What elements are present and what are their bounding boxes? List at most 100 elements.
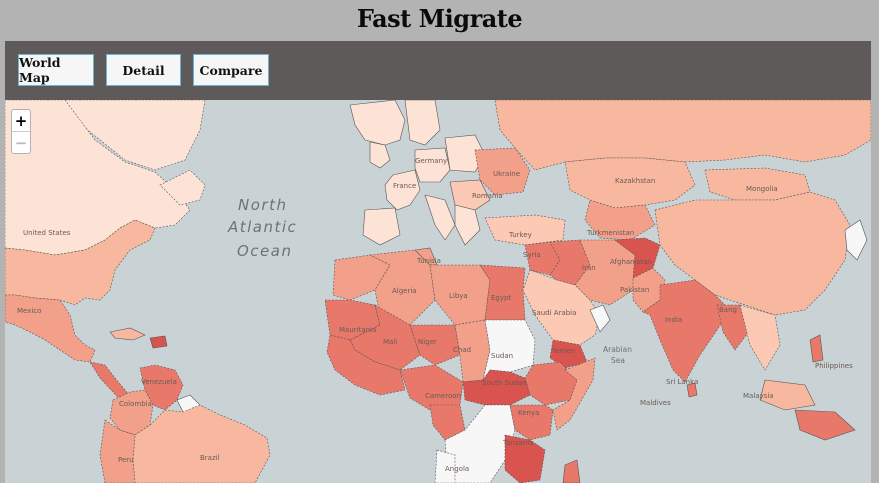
country-saudi-arabia[interactable] [522, 269, 601, 346]
country-west-africa[interactable] [326, 334, 406, 396]
country-balkans[interactable] [454, 204, 481, 246]
greenland[interactable] [64, 100, 206, 171]
label-kenya: Kenya [518, 409, 539, 417]
label-syria: Syria [523, 251, 541, 259]
country-haiti[interactable] [149, 335, 168, 349]
country-angola[interactable] [434, 449, 456, 483]
label-iran: Iran [582, 264, 596, 272]
label-cameroon: Cameroon [425, 392, 461, 400]
label-yemen: Yemen [551, 347, 575, 355]
label-mongolia: Mongolia [746, 185, 778, 193]
ocean-label-north: North [238, 196, 287, 214]
sea-label-sea: Sea [611, 356, 625, 365]
label-mexico: Mexico [17, 307, 41, 315]
detail-button[interactable]: Detail [106, 54, 181, 86]
country-peru[interactable] [99, 419, 136, 483]
ocean-label-ocean: Ocean [237, 242, 292, 260]
country-india[interactable] [642, 279, 731, 383]
label-saudi-arabia: Saudi Arabia [532, 309, 576, 317]
map-canvas[interactable]: North Atlantic Ocean Arabian Sea United … [5, 100, 871, 483]
country-russia[interactable] [494, 100, 871, 171]
country-somalia[interactable] [552, 357, 596, 431]
label-colombia: Colombia [119, 400, 152, 408]
zoom-divider [12, 131, 30, 132]
label-malaysia: Malaysia [743, 392, 774, 400]
ocean-label-atlantic: Atlantic [227, 218, 297, 236]
country-china[interactable] [654, 191, 851, 316]
country-kenya[interactable] [509, 404, 554, 441]
country-niger[interactable] [409, 324, 461, 366]
label-venezuela: Venezuela [141, 378, 177, 386]
country-malaysia[interactable] [759, 379, 816, 411]
country-egypt[interactable] [479, 264, 526, 321]
label-peru: Peru [118, 456, 134, 464]
label-mauritania: Mauritania [339, 326, 376, 334]
country-philippines[interactable] [809, 334, 824, 363]
country-romania[interactable] [449, 179, 491, 211]
country-turkmenistan[interactable] [584, 199, 656, 241]
label-sudan: Sudan [491, 352, 513, 360]
country-spain[interactable] [362, 207, 401, 246]
country-mexico[interactable] [5, 294, 96, 363]
country-yemen[interactable] [549, 339, 588, 369]
country-finland[interactable] [404, 100, 441, 146]
label-turkmenistan: Turkmenistan [586, 229, 634, 237]
country-madagascar[interactable] [562, 459, 581, 483]
country-canada-east[interactable] [159, 169, 206, 206]
country-germany[interactable] [414, 147, 451, 183]
label-ukraine: Ukraine [493, 170, 520, 178]
label-sri-lanka: Sri Lanka [666, 378, 698, 386]
country-italy[interactable] [424, 194, 456, 241]
country-kazakhstan[interactable] [564, 157, 696, 209]
label-afghanistan: Afghanistan [610, 258, 652, 266]
sea-label-arabian: Arabian [603, 345, 632, 354]
nav-toolbar: World Map Detail Compare [5, 41, 871, 100]
country-united-states[interactable] [5, 219, 156, 306]
label-kazakhstan: Kazakhstan [615, 177, 655, 185]
country-tanzania[interactable] [504, 434, 546, 483]
zoom-out-button[interactable]: − [14, 133, 28, 152]
country-france[interactable] [384, 169, 421, 211]
zoom-control: + − [11, 109, 31, 154]
country-indonesia[interactable] [794, 409, 856, 441]
compare-button[interactable]: Compare [193, 54, 269, 86]
world-map[interactable]: North Atlantic Ocean Arabian Sea United … [5, 100, 871, 483]
label-maldives: Maldives [640, 399, 671, 407]
label-bangladesh: Bang [719, 306, 737, 314]
label-romania: Romania [472, 192, 503, 200]
world-map-button[interactable]: World Map [18, 54, 94, 86]
label-algeria: Algeria [392, 287, 417, 295]
country-ethiopia[interactable] [524, 361, 578, 406]
label-mali: Mali [383, 338, 397, 346]
label-libya: Libya [449, 292, 468, 300]
label-philippines: Philippines [815, 362, 853, 370]
app-title: Fast Migrate [356, 4, 523, 33]
label-india: India [665, 316, 682, 324]
country-brazil[interactable] [132, 404, 271, 483]
country-turkey[interactable] [484, 214, 566, 246]
label-south-sudan: South Sudan [482, 379, 527, 387]
zoom-in-button[interactable]: + [14, 111, 28, 130]
label-tunisia: Tunisia [416, 257, 441, 265]
country-sudan[interactable] [482, 319, 536, 381]
label-united-states: United States [23, 229, 71, 237]
label-tanzania: Tanzania [502, 439, 533, 447]
country-cuba[interactable] [109, 327, 146, 341]
label-egypt: Egypt [491, 294, 511, 302]
country-bangladesh[interactable] [716, 304, 751, 351]
country-southeast-asia[interactable] [739, 304, 781, 371]
label-chad: Chad [453, 346, 471, 354]
country-sri-lanka[interactable] [686, 382, 698, 398]
label-brazil: Brazil [200, 454, 220, 462]
country-norway-sweden[interactable] [349, 100, 406, 146]
label-angola: Angola [445, 465, 469, 473]
label-germany: Germany [415, 157, 447, 165]
country-mongolia[interactable] [704, 167, 811, 201]
label-pakistan: Pakistan [620, 286, 649, 294]
country-uk[interactable] [369, 141, 391, 169]
country-syria[interactable] [524, 241, 561, 276]
label-turkey: Turkey [508, 231, 532, 239]
country-korea[interactable] [844, 219, 868, 261]
label-france: France [393, 182, 416, 190]
country-oman[interactable] [589, 304, 611, 333]
